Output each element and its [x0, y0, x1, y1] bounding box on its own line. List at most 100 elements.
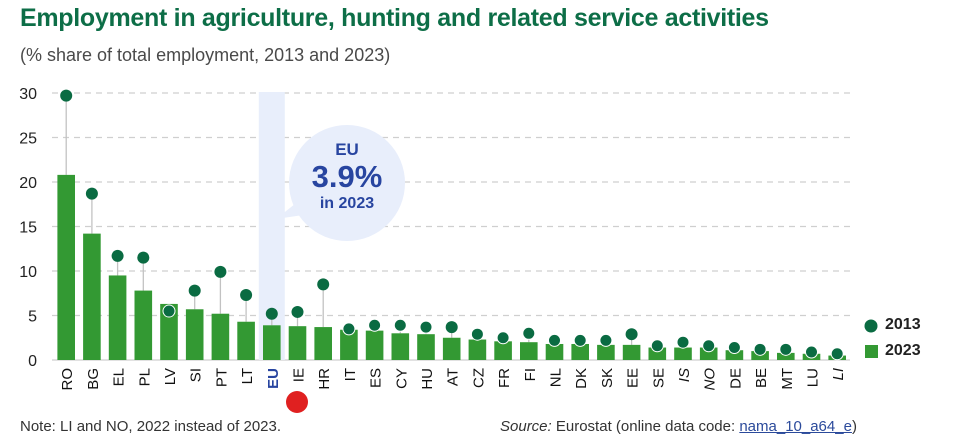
y-tick-label: 30 — [19, 86, 37, 103]
y-axis-ticks: 0 5 10 15 20 25 30 — [19, 86, 37, 370]
y-tick-label: 5 — [28, 309, 37, 326]
bar-2023-at — [442, 337, 461, 360]
source-close: ) — [851, 418, 857, 435]
x-label-mt: MT — [779, 368, 796, 390]
dot-2013-eu — [265, 307, 278, 320]
bar-2023-ee — [622, 344, 641, 360]
dot-2013-nl — [548, 333, 561, 347]
x-label-no: NO — [702, 368, 719, 391]
x-label-at: AT — [445, 368, 462, 386]
x-label-lv: LV — [162, 368, 179, 385]
y-tick-label: 20 — [19, 175, 37, 192]
bar-2023-si — [185, 309, 204, 360]
dot-2013-el — [111, 249, 124, 262]
x-label-pt: PT — [213, 368, 230, 387]
dot-2013-dk — [573, 333, 587, 347]
x-label-eu: EU — [265, 368, 282, 389]
bar-2023-ie — [288, 326, 307, 360]
chart-subtitle: (% share of total employment, 2013 and 2… — [20, 45, 391, 65]
x-label-ro: RO — [59, 368, 76, 391]
dot-2013-li — [830, 347, 844, 361]
x-label-pl: PL — [136, 368, 153, 386]
dot-2013-fr — [496, 331, 510, 345]
x-label-hr: HR — [316, 368, 333, 390]
bar-2023-lv — [160, 303, 178, 360]
bar-2023-pl — [134, 290, 153, 360]
y-tick-label: 10 — [19, 264, 37, 281]
dot-2013-si — [188, 284, 201, 297]
bar-2023-el — [108, 275, 127, 360]
bar-2023-hu — [417, 334, 435, 360]
source-link[interactable]: nama_10_a64_e — [739, 418, 852, 435]
dot-2013-pl — [137, 251, 150, 264]
dot-2013-es — [368, 318, 382, 332]
dot-2013-hu — [419, 320, 433, 334]
dot-2013-ee — [625, 328, 638, 341]
dot-2013-cy — [393, 318, 407, 332]
eu-callout-text: EU 3.9% in 2023 — [289, 140, 405, 214]
bar-2023-is — [674, 347, 692, 360]
eu-callout-bubble — [276, 125, 405, 241]
bar-2023-de — [725, 350, 744, 360]
source-line: Source: Eurostat (online data code: nama… — [500, 418, 857, 435]
x-label-es: ES — [368, 368, 385, 388]
x-label-el: EL — [111, 368, 128, 386]
x-label-bg: BG — [85, 368, 102, 390]
legend-label-2023: 2023 — [885, 342, 921, 359]
x-label-si: SI — [188, 368, 205, 382]
legend-square-icon — [865, 345, 878, 358]
x-label-hu: HU — [419, 368, 436, 390]
x-label-ie: IE — [291, 368, 308, 382]
dot-2013-sk — [599, 333, 613, 347]
x-label-li: LI — [830, 368, 847, 381]
x-label-nl: NL — [548, 368, 565, 387]
stems — [65, 95, 838, 356]
dot-2013-lt — [240, 289, 253, 302]
x-label-is: IS — [676, 368, 693, 382]
y-tick-label: 25 — [19, 131, 37, 148]
bar-2023-fi — [520, 342, 538, 360]
callout-value: 3.9% — [311, 159, 383, 194]
callout-year: in 2023 — [319, 195, 375, 212]
x-label-fr: FR — [496, 368, 513, 388]
dot-2013-ro — [60, 89, 73, 102]
dots-2013 — [60, 89, 844, 361]
source-text: Eurostat (online data code: — [551, 418, 740, 435]
bar-2023-pt — [211, 313, 230, 360]
dot-2013-lv — [162, 304, 176, 318]
dot-2013-se — [650, 339, 664, 353]
bar-2023-lt — [237, 321, 255, 360]
x-label-fi: FI — [522, 368, 539, 381]
bar-2023-dk — [571, 343, 589, 360]
bar-2023-es — [365, 330, 384, 360]
marker — [286, 391, 308, 413]
bars-2023 — [57, 174, 846, 360]
y-tick-label: 0 — [28, 353, 37, 370]
red-dot-marker — [286, 391, 308, 413]
dot-2013-is — [676, 335, 690, 349]
x-label-cy: CY — [393, 368, 410, 389]
x-label-se: SE — [650, 368, 667, 388]
dot-2013-fi — [522, 326, 536, 340]
footnote: Note: LI and NO, 2022 instead of 2023. — [20, 418, 282, 435]
bar-2023-it — [340, 329, 358, 360]
dot-2013-de — [727, 341, 741, 355]
callout-circle — [289, 125, 405, 241]
bar-2023-nl — [545, 343, 564, 360]
source-label: Source: — [500, 418, 552, 435]
dot-2013-bg — [85, 187, 98, 200]
callout-label: EU — [335, 140, 359, 159]
bar-2023-fr — [494, 341, 512, 360]
x-label-sk: SK — [599, 368, 616, 388]
bar-2023-bg — [83, 233, 101, 360]
dot-2013-ie — [291, 305, 304, 318]
bar-2023-mt — [777, 352, 795, 360]
dot-2013-no — [702, 339, 716, 353]
dot-2013-cz — [470, 327, 484, 341]
x-axis-labels: RO BG EL PL LV SI PT LT EU IE HR IT ES CY HU AT CZ FR FI NL… — [59, 368, 847, 391]
dot-2013-lu — [805, 345, 818, 359]
dot-2013-pt — [214, 265, 227, 278]
bar-2023-se — [648, 347, 667, 360]
bar-2023-cz — [468, 339, 487, 360]
